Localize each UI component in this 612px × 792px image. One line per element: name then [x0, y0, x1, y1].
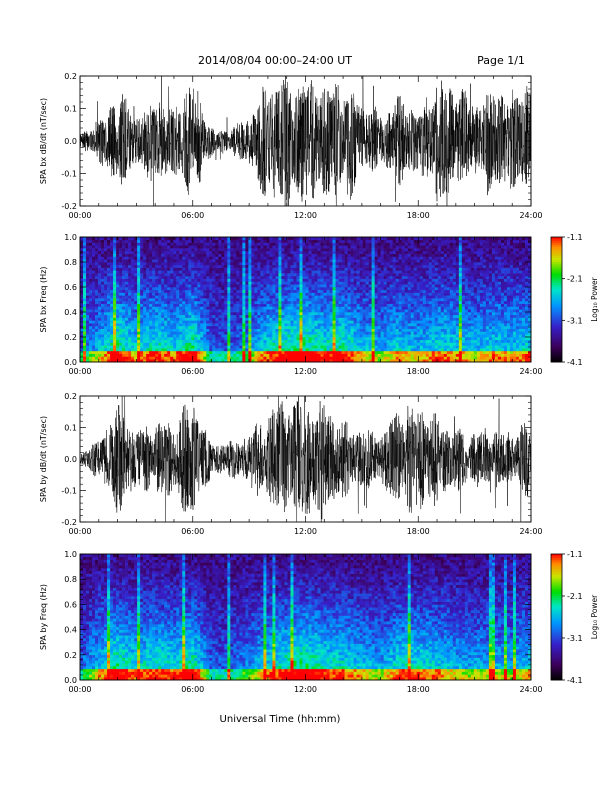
- spectrogram: [80, 554, 532, 681]
- x-tick-label: 24:00: [519, 685, 542, 694]
- x-tick-label: 06:00: [181, 211, 204, 220]
- x-tick-label: 00:00: [68, 527, 91, 536]
- y-tick-label: 0.0: [64, 358, 77, 367]
- x-tick-label: 18:00: [407, 685, 430, 694]
- y-tick-label: 0.0: [64, 676, 77, 685]
- y-tick-label: 0.4: [64, 308, 77, 317]
- y-axis: 0.0 0.2 0.4 0.6 0.8 1.0: [64, 550, 531, 685]
- y-axis-label: SPA bx dB/dt (nT/sec): [39, 98, 48, 184]
- x-tick-label: 18:00: [407, 527, 430, 536]
- y-tick-label: 0.1: [64, 105, 77, 114]
- y-tick-label: 0.6: [64, 600, 77, 609]
- series-line: [80, 76, 531, 206]
- y-axis-label: SPA by Freq (Hz): [39, 584, 48, 650]
- y-tick-label: 0.0: [64, 455, 77, 464]
- panel-2: -1.1 -2.1 -3.1 -4.1 Log₁₀ Power 00:00 06:00 12:…: [39, 233, 599, 376]
- colorbar-tick-label: -1.1: [567, 233, 583, 242]
- panels: 00:00 06:00 12:00 18:00 24:00-0.2-0.10.00.10…: [39, 72, 599, 694]
- colorbar-frame: [550, 236, 563, 363]
- colorbar-frame: [550, 553, 563, 681]
- x-axis: 00:00 06:00 12:00 18:00 24:00: [68, 554, 543, 694]
- colorbar-tick-label: -2.1: [567, 592, 583, 601]
- x-axis: 00:00 06:00 12:00 18:00 24:00: [68, 237, 543, 376]
- y-tick-label: -0.2: [61, 518, 77, 527]
- y-tick-label: 1.0: [64, 233, 77, 242]
- y-tick-label: 1.0: [64, 550, 77, 559]
- colorbar-tick-label: -4.1: [567, 676, 583, 685]
- x-axis: 00:00 06:00 12:00 18:00 24:00: [68, 396, 543, 536]
- colorbar-tick-label: -2.1: [567, 275, 583, 284]
- y-tick-label: -0.1: [61, 170, 77, 179]
- y-tick-label: 0.2: [64, 651, 77, 660]
- colorbar: -1.1 -2.1 -3.1 -4.1 Log₁₀ Power: [550, 233, 599, 367]
- x-tick-label: 06:00: [181, 527, 204, 536]
- spectrogram: [80, 237, 532, 363]
- x-axis: 00:00 06:00 12:00 18:00 24:00: [68, 76, 543, 220]
- colorbar-label: Log₁₀ Power: [590, 276, 599, 321]
- y-axis-label: SPA bx Freq (Hz): [39, 267, 48, 333]
- y-tick-label: -0.2: [61, 202, 77, 211]
- colorbar-label: Log₁₀ Power: [590, 594, 599, 639]
- page-number: Page 1/1: [477, 54, 525, 67]
- x-tick-label: 18:00: [407, 211, 430, 220]
- y-tick-label: 0.2: [64, 72, 77, 81]
- panel-1: 00:00 06:00 12:00 18:00 24:00-0.2-0.10.00.10…: [39, 72, 543, 220]
- x-tick-label: 12:00: [294, 367, 317, 376]
- y-tick-label: 0.0: [64, 137, 77, 146]
- colorbar-tick-label: -3.1: [567, 634, 583, 643]
- page-title: 2014/08/04 00:00–24:00 UT: [198, 54, 352, 67]
- x-tick-label: 18:00: [407, 367, 430, 376]
- y-tick-label: 0.1: [64, 424, 77, 433]
- x-tick-label: 24:00: [519, 367, 542, 376]
- colorbar-tick-label: -1.1: [567, 550, 583, 559]
- y-axis: 0.0 0.2 0.4 0.6 0.8 1.0: [64, 233, 531, 367]
- y-tick-label: 0.4: [64, 626, 77, 635]
- x-tick-label: 06:00: [181, 367, 204, 376]
- y-axis: -0.2 -0.1 0.0 0.1 0.2: [61, 72, 531, 211]
- panel-4: -1.1 -2.1 -3.1 -4.1 Log₁₀ Power 00:00 06:00 12:…: [39, 550, 599, 694]
- colorbar-tick-label: -4.1: [567, 358, 583, 367]
- y-tick-label: 0.6: [64, 283, 77, 292]
- x-tick-label: 24:00: [519, 527, 542, 536]
- series-line: [80, 396, 531, 522]
- x-axis-label: Universal Time (hh:mm): [220, 714, 341, 725]
- x-tick-label: 06:00: [181, 685, 204, 694]
- x-tick-label: 00:00: [68, 367, 91, 376]
- y-tick-label: 0.2: [64, 392, 77, 401]
- y-tick-label: 0.8: [64, 575, 77, 584]
- x-tick-label: 00:00: [68, 211, 91, 220]
- x-tick-label: 12:00: [294, 527, 317, 536]
- panel-3: 00:00 06:00 12:00 18:00 24:00-0.2-0.10.00.10…: [39, 392, 543, 536]
- x-tick-label: 24:00: [519, 211, 542, 220]
- y-axis: -0.2 -0.1 0.0 0.1 0.2: [61, 392, 531, 527]
- colorbar: -1.1 -2.1 -3.1 -4.1 Log₁₀ Power: [550, 550, 599, 685]
- x-tick-label: 00:00: [68, 685, 91, 694]
- x-tick-label: 12:00: [294, 211, 317, 220]
- y-axis-label: SPA by dB/dt (nT/sec): [39, 416, 48, 502]
- y-tick-label: 0.2: [64, 333, 77, 342]
- y-tick-label: -0.1: [61, 487, 77, 496]
- x-tick-label: 12:00: [294, 685, 317, 694]
- y-tick-label: 0.8: [64, 258, 77, 267]
- colorbar-tick-label: -3.1: [567, 316, 583, 325]
